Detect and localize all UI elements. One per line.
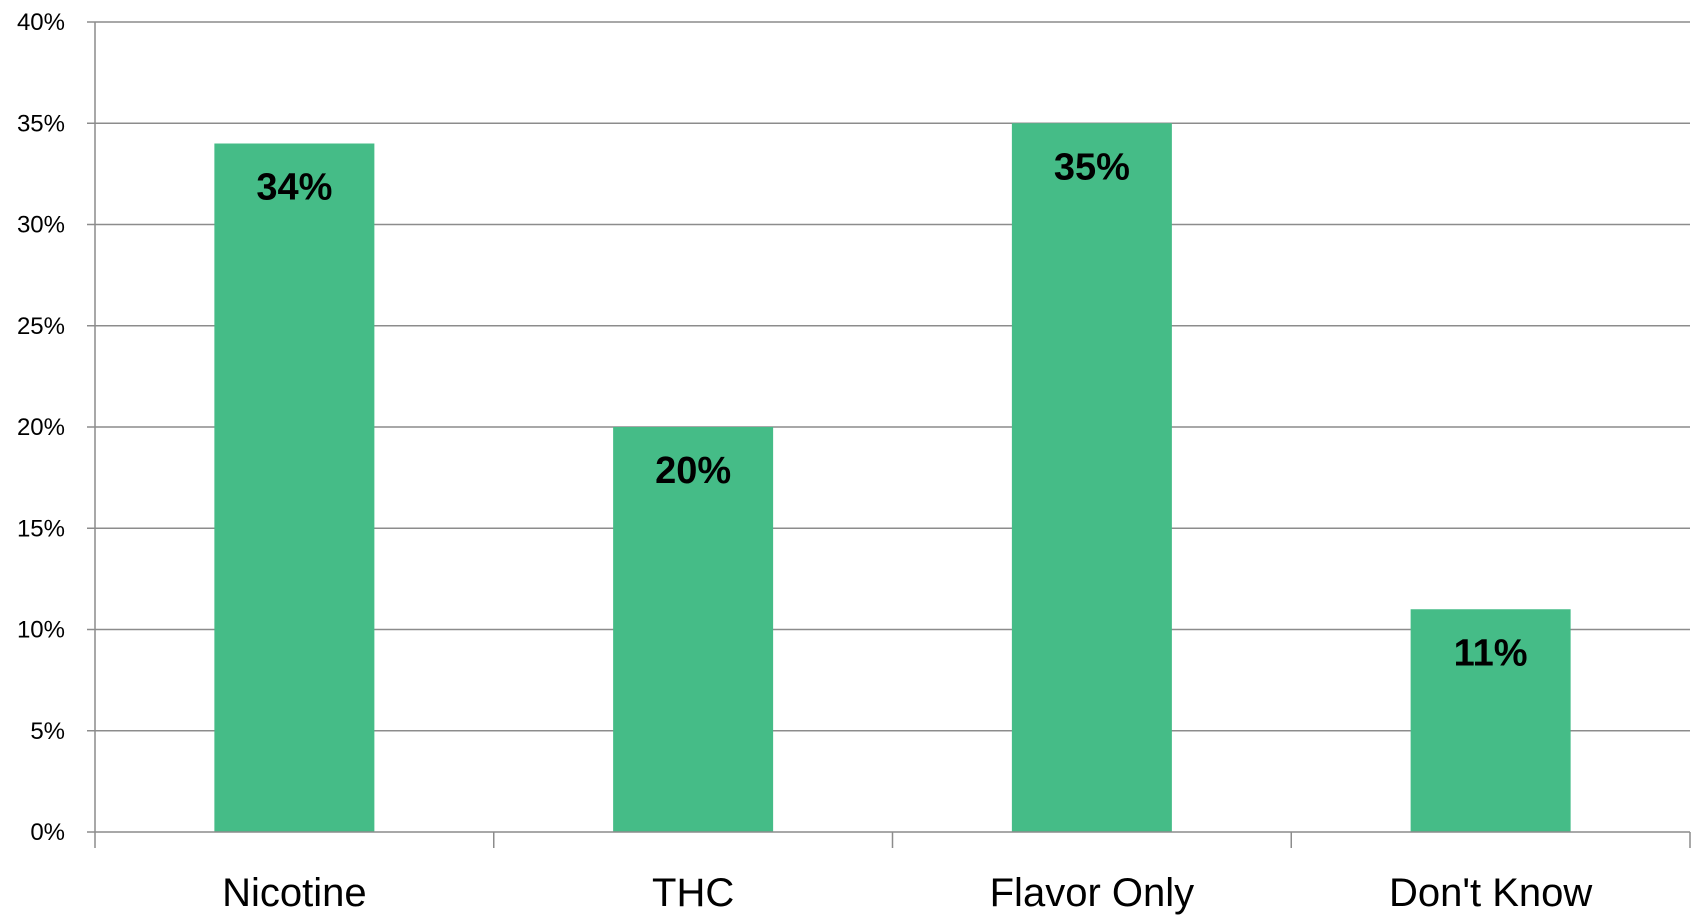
category-label: Flavor Only (990, 871, 1195, 915)
y-tick-label: 15% (17, 515, 65, 542)
data-label: 35% (1054, 146, 1130, 188)
bar (1011, 123, 1172, 832)
category-label: THC (652, 871, 734, 915)
category-labels: Nicotine THC Flavor Only Don't Know (222, 871, 1592, 915)
y-tick-label: 35% (17, 110, 65, 137)
bar (1410, 609, 1571, 832)
y-tick-label: 30% (17, 212, 65, 239)
y-tick-labels: 0% 5% 10% 15% 20% 25% 30% 35% 40% (17, 9, 65, 846)
axes (87, 21, 1691, 848)
bar (214, 143, 375, 832)
bars (214, 123, 1571, 832)
y-tick-label: 5% (30, 718, 65, 745)
bar (613, 427, 774, 832)
y-tick-label: 25% (17, 313, 65, 340)
category-label: Don't Know (1389, 871, 1592, 915)
y-tick-label: 40% (17, 9, 65, 36)
y-tick-label: 10% (17, 617, 65, 644)
data-label: 34% (256, 167, 332, 209)
data-labels: 34% 20% 35% 11% (256, 146, 1527, 674)
category-label: Nicotine (222, 871, 367, 915)
data-label: 20% (655, 450, 731, 492)
data-label: 11% (1454, 632, 1528, 674)
y-tick-label: 20% (17, 414, 65, 441)
y-tick-label: 0% (30, 819, 65, 846)
